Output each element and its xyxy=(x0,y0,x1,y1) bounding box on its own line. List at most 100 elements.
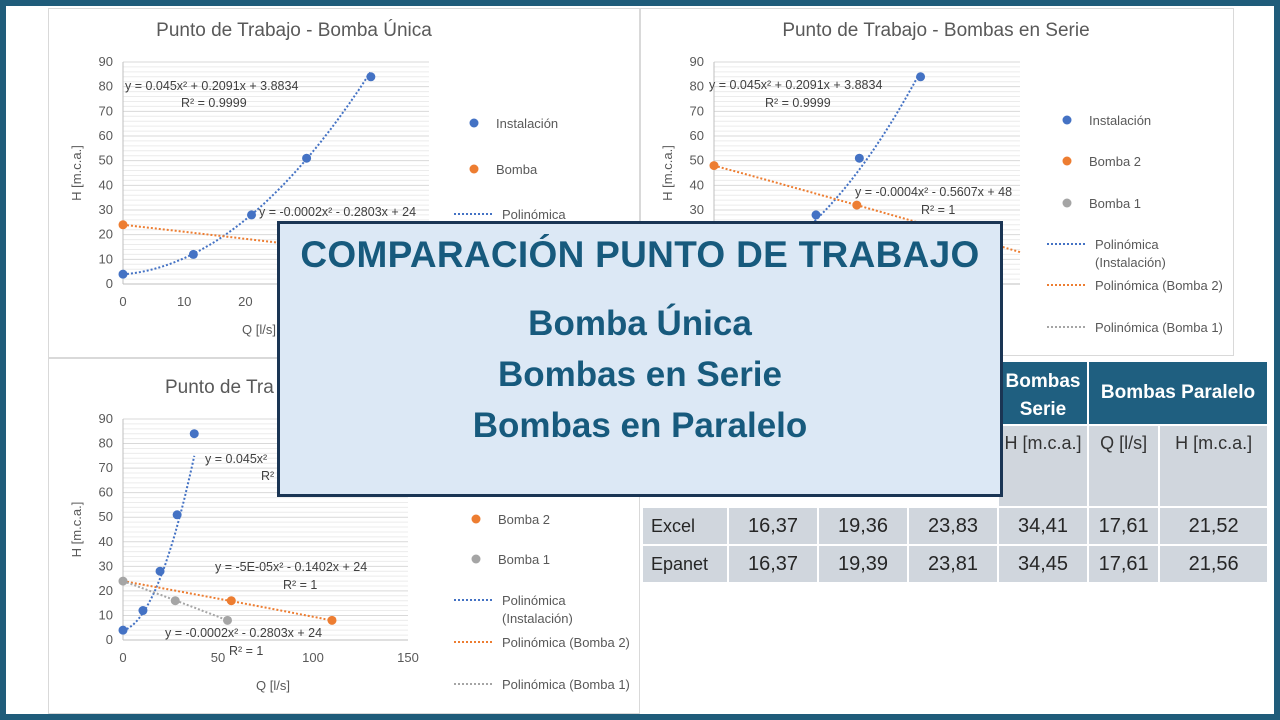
data-point xyxy=(188,249,198,259)
x-tick-label: 0 xyxy=(119,650,126,665)
legend-label: Polinómica xyxy=(502,593,566,608)
x-tick-label: 50 xyxy=(211,650,225,665)
title-overlay: COMPARACIÓN PUNTO DE TRABAJO Bomba Única… xyxy=(277,221,1003,497)
trendline-equation: y = -0.0004x² - 0.5607x + 48 xyxy=(855,185,1012,199)
table-cell: 23,83 xyxy=(909,508,997,544)
y-tick-label: 80 xyxy=(99,436,113,451)
data-point xyxy=(811,210,821,220)
y-tick-label: 0 xyxy=(106,276,113,291)
chart-title: Punto de Trabajo - Bombas en Serie xyxy=(782,20,1089,41)
header-bombas-paralelo: Bombas Paralelo xyxy=(1089,362,1267,424)
trendline xyxy=(122,580,333,622)
y-tick-label: 30 xyxy=(99,558,113,573)
data-point xyxy=(170,596,180,606)
trendline-equation: R² = 0.9999 xyxy=(765,96,831,110)
legend-label: Bomba 2 xyxy=(1089,154,1141,169)
y-tick-label: 10 xyxy=(99,607,113,622)
y-tick-label: 60 xyxy=(99,128,113,143)
trendline-equation: y = 0.045x² + 0.2091x + 3.8834 xyxy=(125,79,298,93)
y-tick-label: 60 xyxy=(690,128,704,143)
subheader-serie-h: H [m.c.a.] xyxy=(999,426,1087,506)
legend-label: Instalación xyxy=(1089,113,1151,128)
header-bombas-serie: Bombas Serie xyxy=(999,362,1087,424)
row-label-excel: Excel xyxy=(643,508,727,544)
y-tick-label: 50 xyxy=(99,153,113,168)
x-tick-label: 20 xyxy=(238,294,252,309)
data-point xyxy=(852,200,862,210)
data-point xyxy=(366,72,376,82)
legend-label: (Instalación) xyxy=(1095,255,1166,270)
overlay-headline: COMPARACIÓN PUNTO DE TRABAJO xyxy=(300,234,980,275)
legend-marker xyxy=(1062,115,1072,125)
legend-label: Bomba xyxy=(496,162,538,177)
legend-label: (Instalación) xyxy=(502,611,573,626)
data-point xyxy=(172,510,182,520)
legend-marker xyxy=(1062,156,1072,166)
x-tick-label: 0 xyxy=(119,294,126,309)
data-point xyxy=(118,625,128,635)
x-axis-label: Q [l/s] xyxy=(256,678,290,693)
trendline xyxy=(122,455,196,632)
legend-marker xyxy=(471,554,481,564)
data-point xyxy=(138,606,148,616)
data-point xyxy=(709,161,719,171)
legend-label: Polinómica xyxy=(1095,237,1159,252)
subheader-paralelo-h: H [m.c.a.] xyxy=(1160,426,1267,506)
y-tick-label: 90 xyxy=(99,54,113,69)
legend-label: Bomba 2 xyxy=(498,512,550,527)
x-tick-label: 10 xyxy=(177,294,191,309)
table-cell: 19,39 xyxy=(819,546,907,582)
table-cell: 21,52 xyxy=(1160,508,1267,544)
table-cell: 21,56 xyxy=(1160,546,1267,582)
legend-label: Polinómica (Bomba 2) xyxy=(1095,278,1223,293)
subheader-paralelo-q: Q [l/s] xyxy=(1089,426,1159,506)
overlay-line-bomba-unica: Bomba Única xyxy=(528,304,752,343)
legend-label: Polinómica (Bomba 1) xyxy=(1095,320,1223,335)
y-tick-label: 90 xyxy=(690,54,704,69)
table-cell: 17,61 xyxy=(1089,508,1159,544)
table-cell: 34,45 xyxy=(999,546,1087,582)
y-tick-label: 50 xyxy=(99,509,113,524)
y-tick-label: 40 xyxy=(99,534,113,549)
table-row: Excel 16,37 19,36 23,83 34,41 17,61 21,5… xyxy=(643,508,1267,544)
overlay-line-bombas-serie: Bombas en Serie xyxy=(498,355,782,394)
legend-label: Polinómica (Bomba 1) xyxy=(502,677,630,692)
trendline-equation: y = 0.045x² xyxy=(205,452,267,466)
legend-marker xyxy=(469,118,479,128)
table-row: Epanet 16,37 19,39 23,81 34,45 17,61 21,… xyxy=(643,546,1267,582)
data-point xyxy=(327,615,337,625)
legend-label: Bomba 1 xyxy=(498,552,550,567)
y-tick-label: 30 xyxy=(99,202,113,217)
x-tick-label: 150 xyxy=(397,650,419,665)
table-cell: 19,36 xyxy=(819,508,907,544)
y-tick-label: 0 xyxy=(106,632,113,647)
data-point xyxy=(118,269,128,279)
table-cell: 16,37 xyxy=(729,508,817,544)
row-label-epanet: Epanet xyxy=(643,546,727,582)
y-axis-label: H [m.c.a.] xyxy=(69,145,84,201)
trendline-equation: R² xyxy=(261,469,274,483)
x-axis-label: Q [l/s] xyxy=(242,322,276,337)
trendline-equation: y = 0.045x² + 0.2091x + 3.8834 xyxy=(709,78,882,92)
legend-marker xyxy=(469,164,479,174)
table-cell: 16,37 xyxy=(729,546,817,582)
y-axis-label: H [m.c.a.] xyxy=(69,502,84,558)
y-tick-label: 50 xyxy=(690,153,704,168)
data-point xyxy=(854,153,864,163)
table-cell: 23,81 xyxy=(909,546,997,582)
data-point xyxy=(247,210,257,220)
x-tick-label: 100 xyxy=(302,650,324,665)
y-tick-label: 20 xyxy=(99,583,113,598)
trendline-equation: y = -5E-05x² - 0.1402x + 24 xyxy=(215,560,367,574)
data-point xyxy=(155,566,165,576)
chart-title: Punto de Tra xyxy=(165,377,274,398)
data-point xyxy=(118,220,128,230)
overlay-lines: Bomba Única Bombas en Serie Bombas en Pa… xyxy=(280,298,1000,451)
data-point xyxy=(118,576,128,586)
y-tick-label: 80 xyxy=(99,79,113,94)
y-tick-label: 70 xyxy=(690,103,704,118)
legend-label: Instalación xyxy=(496,116,558,131)
y-tick-label: 70 xyxy=(99,103,113,118)
trendline-equation: R² = 1 xyxy=(921,203,955,217)
y-tick-label: 30 xyxy=(690,202,704,217)
